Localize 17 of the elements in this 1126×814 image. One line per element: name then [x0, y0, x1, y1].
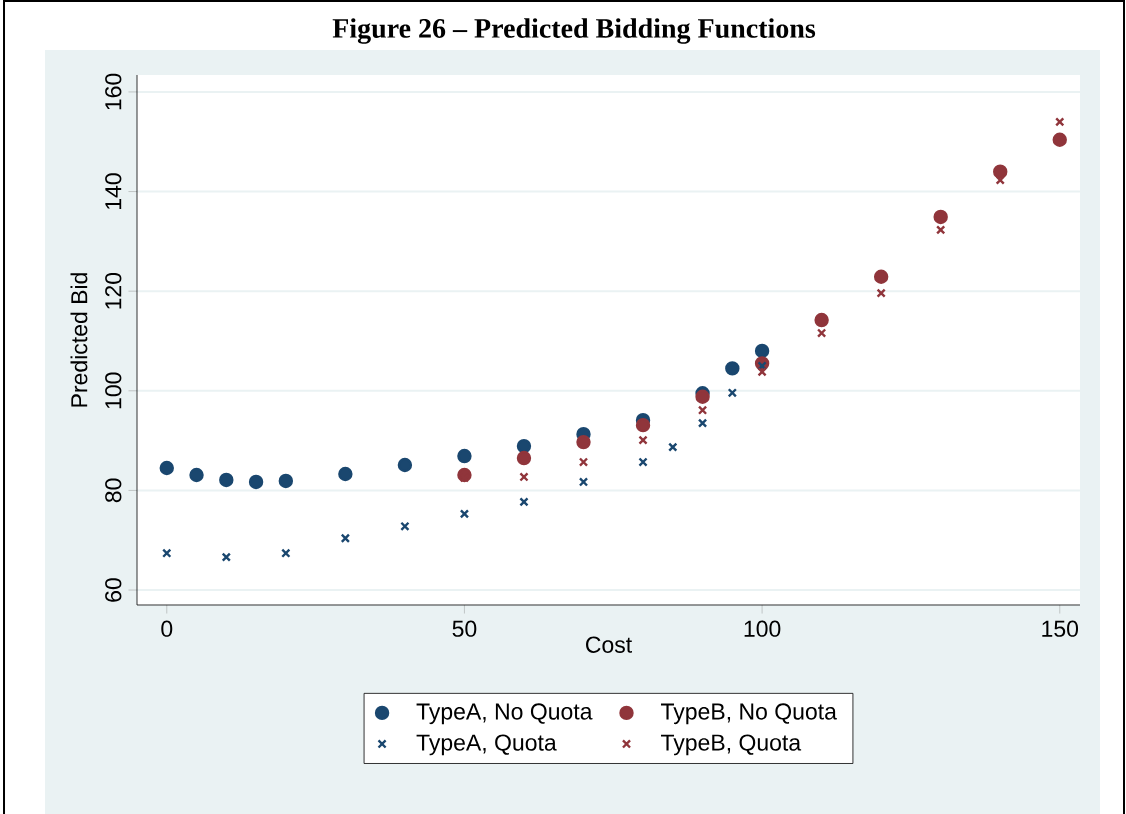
y-tick-label: 140 [105, 173, 122, 209]
y-tick-label: 60 [105, 578, 122, 602]
legend-label: TypeB, Quota [661, 734, 802, 756]
x-tick-label: 0 [161, 620, 173, 637]
x-tick-label: 150 [1042, 620, 1079, 637]
legend-label: TypeA, Quota [416, 734, 557, 756]
x-tick-label: 100 [744, 620, 781, 637]
y-tick-label: 80 [105, 478, 122, 503]
y-axis-title: Predicted Bid [70, 273, 88, 407]
x-axis-title: Cost [586, 636, 632, 653]
legend-label: TypeA, No Quota [416, 703, 593, 725]
chart-title: Figure 26 – Predicted Bidding Functions [332, 18, 816, 44]
y-tick-label: 120 [105, 272, 122, 309]
y-tick-label: 100 [105, 372, 122, 409]
y-tick-label: 160 [105, 73, 122, 110]
legend-label: TypeB, No Quota [661, 703, 837, 725]
x-tick-label: 50 [452, 620, 477, 637]
